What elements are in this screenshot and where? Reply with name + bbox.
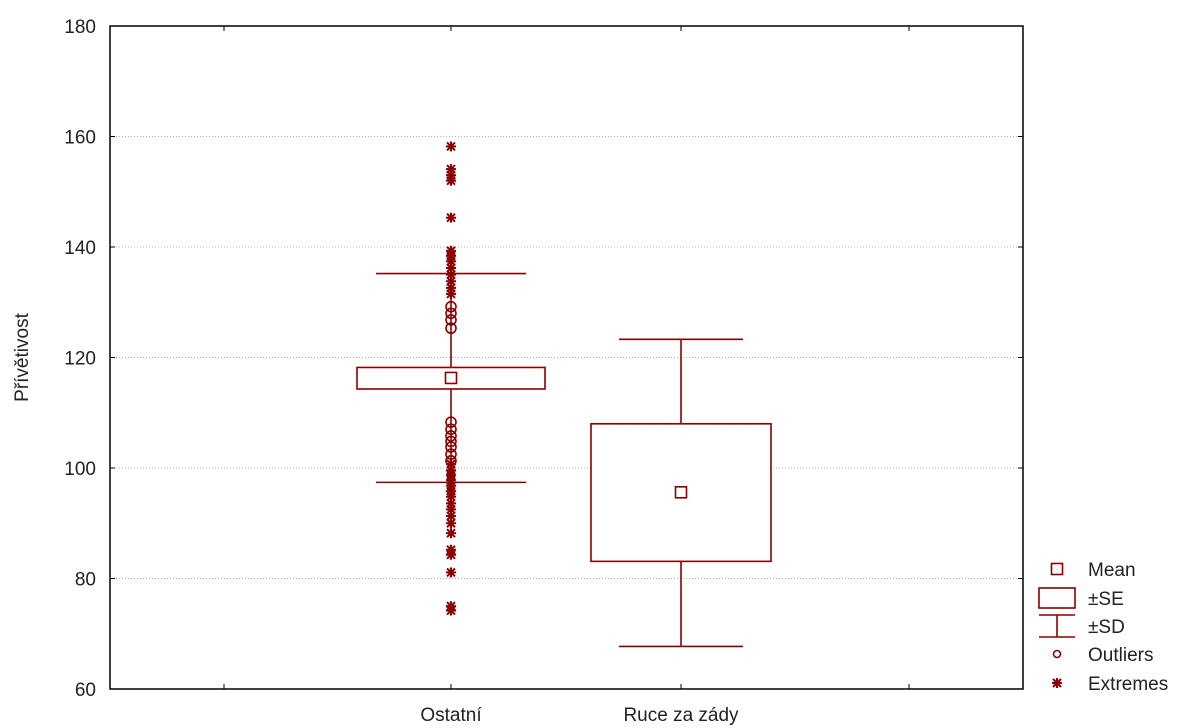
legend-outlier-icon <box>1052 649 1062 659</box>
extreme-marker <box>446 212 456 223</box>
outlier-marker <box>445 314 457 326</box>
y-tick-label: 60 <box>75 680 96 701</box>
legend-item-se: ±SE <box>1038 587 1124 610</box>
outlier-marker <box>445 430 457 442</box>
extreme-marker <box>446 567 456 578</box>
y-tick-label: 180 <box>64 17 96 38</box>
legend-label: Mean <box>1088 560 1136 581</box>
outlier-marker <box>445 416 457 428</box>
y-tick-label: 140 <box>64 238 96 259</box>
y-tick-label: 100 <box>64 459 96 480</box>
legend-label: ±SD <box>1088 617 1125 638</box>
extreme-marker <box>446 141 456 152</box>
x-tick-label: Ruce za zády <box>623 705 739 726</box>
mean-marker <box>444 371 458 385</box>
extreme-marker <box>446 518 456 529</box>
axes: 60 80 100 120 140 160 180 Ostatní Ruce za zády <box>64 17 1023 726</box>
outlier-marker <box>445 322 457 335</box>
mean-marker <box>674 486 688 499</box>
legend-se-icon <box>1038 587 1076 609</box>
y-tick-label: 80 <box>75 570 96 591</box>
legend: Mean ±SE ±SD Outliers Extremes <box>1038 560 1168 695</box>
box-group <box>590 338 772 648</box>
legend-item-outlier: Outliers <box>1052 645 1153 666</box>
legend-item-extreme: Extremes <box>1052 674 1168 695</box>
legend-label: Extremes <box>1088 674 1168 695</box>
grid-lines <box>110 136 1023 579</box>
legend-item-sd: ±SD <box>1039 614 1125 638</box>
outlier-marker <box>445 300 457 313</box>
outlier-marker <box>445 441 457 453</box>
y-tick-label: 120 <box>64 349 96 370</box>
extreme-marker <box>1052 678 1062 688</box>
extreme-marker <box>446 175 456 186</box>
legend-label: ±SE <box>1088 589 1124 610</box>
extreme-marker <box>446 549 456 560</box>
extreme-marker <box>446 605 456 616</box>
legend-label: Outliers <box>1088 645 1153 666</box>
extreme-marker <box>446 528 456 539</box>
data-marks <box>356 141 772 648</box>
outlier-marker <box>445 307 457 320</box>
outlier-marker <box>445 423 457 436</box>
extreme-marker <box>446 288 456 299</box>
extreme-marker <box>446 511 456 522</box>
legend-item-mean: Mean <box>1050 560 1136 581</box>
se-box <box>356 366 546 390</box>
box-group <box>356 141 546 616</box>
x-tick-label: Ostatní <box>420 705 482 726</box>
se-box <box>590 422 772 563</box>
y-axis-label: Přívětivost <box>12 312 33 401</box>
y-tick-label: 160 <box>64 128 96 149</box>
mean-marker <box>1050 562 1064 576</box>
outlier-marker <box>445 435 457 448</box>
